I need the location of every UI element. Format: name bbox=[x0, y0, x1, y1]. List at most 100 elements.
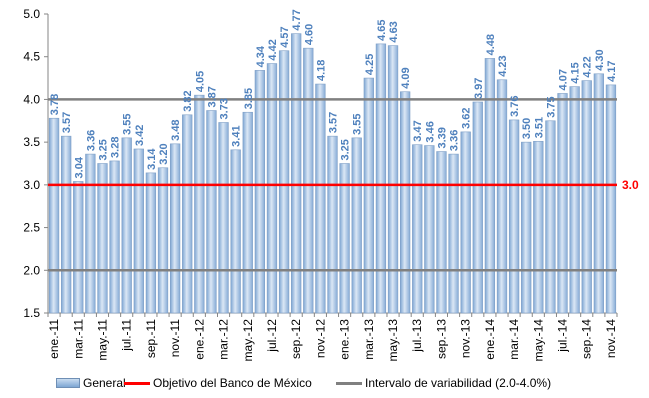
x-tick-label: mar.-14 bbox=[507, 319, 521, 360]
data-labels: 3.03.783.573.043.36 3.25 3.283.553.423.14 3… bbox=[49, 9, 639, 192]
bar bbox=[375, 43, 387, 314]
bar bbox=[85, 153, 96, 314]
bar bbox=[48, 117, 60, 314]
data-label: 3.46 bbox=[424, 121, 436, 142]
bar bbox=[109, 160, 120, 314]
x-tick-label: sep.-12 bbox=[289, 319, 303, 359]
bar bbox=[169, 143, 181, 314]
x-tick-label: mar.-11 bbox=[71, 319, 85, 359]
y-tick-label: 4.5 bbox=[23, 50, 40, 64]
y-tick-label: 2.5 bbox=[23, 221, 40, 235]
legend-item-general: General bbox=[56, 376, 126, 390]
bar bbox=[242, 111, 253, 314]
data-label: 3.04 bbox=[73, 156, 85, 178]
bar bbox=[533, 140, 544, 314]
x-tick-label: may.-11 bbox=[95, 319, 109, 361]
bar bbox=[327, 135, 338, 314]
bar bbox=[206, 110, 217, 314]
bar bbox=[315, 83, 326, 314]
data-label: 3.36 bbox=[449, 130, 461, 151]
bar bbox=[254, 70, 266, 314]
data-label: 4.34 bbox=[255, 45, 267, 67]
bar bbox=[363, 77, 374, 314]
data-label: 4.09 bbox=[400, 67, 412, 88]
data-label: 3.41 bbox=[231, 125, 243, 146]
data-label: 4.77 bbox=[291, 9, 303, 30]
data-label: 3.85 bbox=[243, 88, 255, 109]
legend-item-intervalo: Intervalo de variabilidad (2.0-4.0%) bbox=[336, 376, 551, 390]
target-line-label: 3.0 bbox=[622, 178, 639, 192]
y-tick-label: 3.0 bbox=[23, 178, 40, 192]
data-label: 3.55 bbox=[352, 113, 364, 134]
data-label: 4.05 bbox=[194, 71, 206, 92]
bar bbox=[605, 84, 617, 314]
data-label: 4.18 bbox=[315, 60, 327, 81]
data-label: 3.82 bbox=[182, 90, 194, 111]
data-label: 4.07 bbox=[558, 69, 570, 90]
bar bbox=[557, 93, 568, 314]
bar bbox=[230, 149, 241, 314]
data-label: 3.20 bbox=[158, 143, 170, 164]
y-tick-label: 1.5 bbox=[23, 306, 40, 320]
legend: General Objetivo del Banco de México Int… bbox=[0, 372, 649, 394]
bar bbox=[399, 91, 411, 314]
data-label: 3.57 bbox=[328, 112, 340, 133]
data-label: 3.36 bbox=[85, 130, 97, 151]
bar bbox=[291, 33, 302, 314]
x-tick-label: jul.-12 bbox=[265, 319, 279, 353]
bar bbox=[569, 86, 580, 314]
bars bbox=[48, 33, 617, 314]
x-tick-label: may.-14 bbox=[531, 319, 545, 362]
y-tick-label: 4.0 bbox=[23, 92, 40, 106]
bar bbox=[436, 151, 447, 314]
bar bbox=[351, 137, 362, 314]
bar bbox=[387, 45, 399, 314]
bar bbox=[194, 94, 205, 314]
y-tick-label: 2.0 bbox=[23, 263, 40, 277]
data-label: 3.73 bbox=[219, 98, 231, 119]
data-label: 3.47 bbox=[412, 120, 424, 141]
bar bbox=[97, 163, 108, 314]
reference-lines bbox=[48, 98, 617, 272]
data-label: 3.42 bbox=[134, 125, 146, 146]
x-tick-labels: ene.-11 mar.-11 may.-11 jul.-11 sep.-11 nov.-… bbox=[47, 319, 618, 362]
x-tick-label: ene.-12 bbox=[192, 319, 206, 360]
bar bbox=[448, 153, 459, 314]
data-label: 4.63 bbox=[388, 21, 400, 42]
bar bbox=[303, 47, 314, 314]
bar bbox=[424, 145, 435, 314]
chart-canvas: 3.03.783.573.043.36 3.25 3.283.553.423.14 3… bbox=[23, 7, 639, 362]
legend-label-general: General bbox=[83, 376, 126, 390]
legend-label-intervalo: Intervalo de variabilidad (2.0-4.0%) bbox=[365, 376, 552, 390]
data-label: 4.60 bbox=[303, 24, 315, 45]
data-label: 4.25 bbox=[364, 54, 376, 75]
y-tick-label: 3.5 bbox=[23, 135, 40, 149]
x-tick-label: sep.-13 bbox=[434, 319, 448, 359]
bar bbox=[182, 114, 193, 314]
x-tick-label: nov.-11 bbox=[168, 319, 182, 358]
bar bbox=[73, 181, 84, 314]
y-tick-label: 5.0 bbox=[23, 7, 40, 21]
data-label: 4.30 bbox=[594, 49, 606, 70]
bar bbox=[339, 163, 350, 314]
data-label: 3.25 bbox=[340, 139, 352, 160]
bar bbox=[121, 137, 132, 314]
x-tick-label: nov.-14 bbox=[604, 319, 618, 358]
data-label: 4.15 bbox=[570, 62, 582, 83]
x-tick-label: ene.-11 bbox=[47, 319, 61, 359]
bar bbox=[157, 167, 169, 314]
bar bbox=[545, 120, 556, 314]
x-tick-label: ene.-14 bbox=[483, 319, 497, 360]
bar bbox=[593, 73, 604, 314]
data-label: 4.22 bbox=[582, 56, 594, 77]
data-label: 3.57 bbox=[61, 112, 73, 133]
legend-label-objetivo: Objetivo del Banco de México bbox=[153, 376, 312, 390]
x-tick-label: mar.-13 bbox=[362, 319, 376, 360]
data-label: 3.51 bbox=[533, 117, 545, 138]
data-label: 4.65 bbox=[376, 19, 388, 40]
legend-swatch-objetivo bbox=[124, 381, 150, 385]
x-tick-label: jul.-14 bbox=[556, 319, 570, 353]
bar bbox=[266, 63, 278, 314]
data-label: 3.76 bbox=[509, 96, 521, 117]
legend-swatch-general bbox=[56, 378, 80, 388]
